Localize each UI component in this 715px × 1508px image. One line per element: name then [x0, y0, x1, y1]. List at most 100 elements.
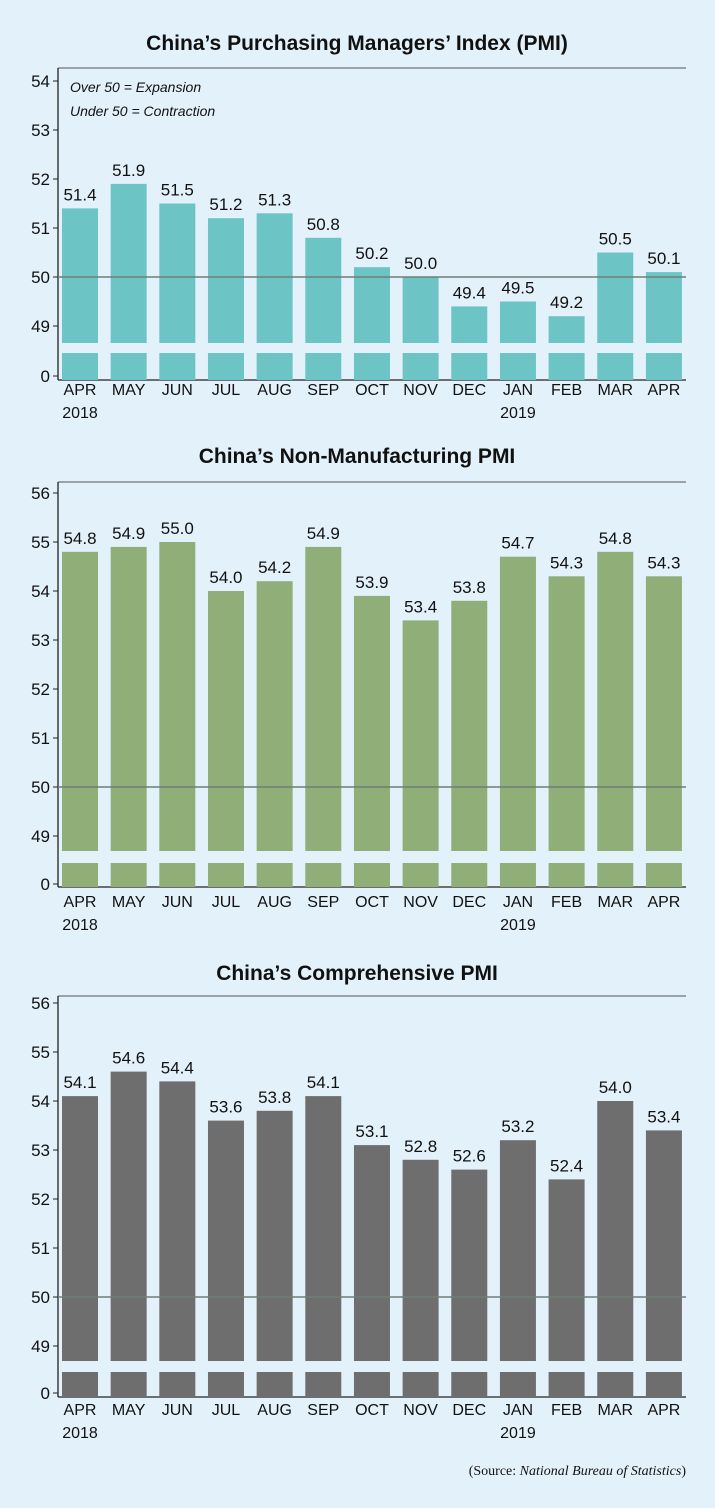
source-note: (Source: National Bureau of Statistics) [469, 1464, 687, 1479]
bar [305, 237, 342, 343]
bar [645, 272, 682, 343]
legend-note: Over 50 = Expansion [70, 79, 201, 95]
x-tick-label: AUG [257, 382, 292, 399]
bar [256, 1110, 293, 1361]
x-tick-label: JUN [162, 894, 193, 911]
x-tick-label: SEP [307, 894, 339, 911]
x-tick-label: JUN [162, 1402, 193, 1419]
x-tick-label: APR [64, 382, 97, 399]
bar [110, 546, 147, 851]
data-label: 53.4 [647, 1107, 680, 1126]
x-tick-label: MAY [112, 382, 146, 399]
source-prefix: (Source: [469, 1464, 520, 1479]
bar [499, 1140, 536, 1361]
bar [305, 546, 342, 851]
data-label: 53.9 [355, 573, 388, 592]
x-tick-label: MAR [597, 894, 633, 911]
bar [548, 316, 585, 343]
y-tick-label: 49 [31, 827, 50, 846]
x-tick-label: FEB [551, 382, 582, 399]
bar [451, 306, 488, 343]
bar [451, 600, 488, 851]
x-tick-label: MAR [597, 1402, 633, 1419]
x-tick-label: OCT [355, 1402, 389, 1419]
x-tick-label: DEC [452, 382, 486, 399]
source-suffix: ) [681, 1464, 686, 1479]
x-tick-label: FEB [551, 894, 582, 911]
bar [402, 277, 439, 343]
bar-base [597, 1372, 634, 1397]
bar [207, 591, 244, 851]
bar-base [256, 1372, 293, 1397]
x-tick-label: AUG [257, 894, 292, 911]
x-tick-label: MAY [112, 1402, 146, 1419]
y-tick-label: 52 [31, 680, 50, 699]
data-label: 51.4 [63, 185, 96, 204]
y-tick-label: 52 [31, 170, 50, 189]
y-tick-label: 51 [31, 1239, 50, 1258]
bar-base [207, 863, 244, 887]
bar [159, 1081, 196, 1361]
data-label: 49.2 [550, 293, 583, 312]
bar-base [548, 863, 585, 887]
bar-base [62, 353, 98, 380]
data-label: 54.1 [307, 1073, 340, 1092]
y-tick-label: 49 [31, 317, 50, 336]
bar-base [645, 353, 682, 380]
y-tick-label: 51 [31, 729, 50, 748]
bar [645, 576, 682, 851]
bar-base [110, 353, 147, 380]
bar [499, 556, 536, 851]
data-label: 53.8 [258, 1088, 291, 1107]
bar-base [499, 863, 536, 887]
y-tick-label: 54 [31, 72, 50, 91]
bar-base [451, 863, 488, 887]
data-label: 50.1 [647, 249, 680, 268]
bar-base [110, 863, 147, 887]
x-tick-label: MAY [112, 894, 146, 911]
data-label: 54.9 [307, 524, 340, 543]
bar-base [548, 353, 585, 380]
data-label: 51.2 [209, 195, 242, 214]
bar-base [451, 1372, 488, 1397]
y-tick-label: 55 [31, 1043, 50, 1062]
data-label: 49.5 [501, 279, 534, 298]
data-label: 53.4 [404, 597, 437, 616]
bar [159, 542, 196, 851]
y-tick-label: 53 [31, 631, 50, 650]
y-tick-label: 50 [31, 1288, 50, 1307]
data-label: 54.7 [501, 534, 534, 553]
data-label: 52.6 [453, 1147, 486, 1166]
y-tick-label: 0 [41, 1384, 50, 1403]
data-label: 54.3 [647, 553, 680, 572]
y-tick-label: 56 [31, 994, 50, 1013]
data-label: 50.8 [307, 215, 340, 234]
data-label: 54.1 [63, 1073, 96, 1092]
bar-base [305, 863, 342, 887]
y-tick-label: 53 [31, 1141, 50, 1160]
x-tick-label: APR [647, 1402, 680, 1419]
x-tick-label: JAN [503, 894, 533, 911]
x-year-label: 2019 [500, 917, 536, 934]
bar [353, 267, 390, 343]
bar-base [62, 1372, 98, 1397]
x-tick-label: APR [647, 894, 680, 911]
chart-title: China’s Purchasing Managers’ Index (PMI) [146, 32, 568, 55]
data-label: 54.9 [112, 524, 145, 543]
bar-base [597, 863, 634, 887]
bar [353, 595, 390, 851]
data-label: 51.9 [112, 161, 145, 180]
bar-base [305, 1372, 342, 1397]
bar-base [353, 353, 390, 380]
x-tick-label: JAN [503, 382, 533, 399]
y-tick-label: 51 [31, 219, 50, 238]
y-tick-label: 0 [41, 875, 50, 894]
x-tick-label: NOV [403, 382, 438, 399]
data-label: 54.2 [258, 558, 291, 577]
bar [207, 218, 244, 343]
bar [256, 213, 293, 343]
bar-base [597, 353, 634, 380]
data-label: 52.8 [404, 1137, 437, 1156]
bar-base [110, 1372, 147, 1397]
